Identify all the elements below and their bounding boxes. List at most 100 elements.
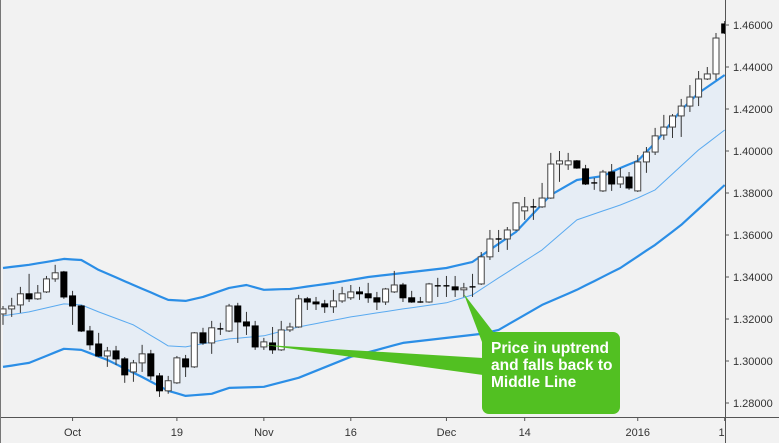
candle bbox=[0, 305, 7, 325]
pointer-to-dec-pullback bbox=[463, 293, 494, 342]
pointer-to-nov-pullback bbox=[263, 344, 483, 375]
time-tick-label: Dec bbox=[437, 427, 457, 439]
price-tick-label: 1.44000 bbox=[733, 62, 773, 74]
candle-body bbox=[382, 288, 390, 303]
candle bbox=[555, 151, 563, 182]
candle-body bbox=[8, 305, 16, 310]
candle-body bbox=[34, 292, 42, 300]
candle bbox=[503, 227, 511, 250]
price-tick-label: 1.32000 bbox=[733, 314, 773, 326]
candle-body bbox=[199, 332, 207, 344]
candle bbox=[417, 296, 424, 303]
candle-body bbox=[486, 238, 494, 258]
candle-body bbox=[190, 332, 198, 368]
candle bbox=[95, 332, 103, 358]
candle-body bbox=[225, 305, 233, 332]
candle bbox=[286, 322, 294, 333]
candle bbox=[260, 337, 268, 350]
candle-body bbox=[295, 298, 303, 328]
price-tick-label: 1.28000 bbox=[733, 398, 773, 410]
candle-body bbox=[251, 325, 259, 348]
candle-body bbox=[321, 303, 329, 308]
candle bbox=[547, 152, 555, 199]
candle-body bbox=[86, 330, 94, 346]
candle bbox=[460, 282, 468, 297]
candle-body bbox=[625, 176, 633, 189]
candle bbox=[477, 252, 485, 285]
candle bbox=[495, 229, 502, 253]
candle-body bbox=[399, 284, 407, 299]
candle-body bbox=[260, 341, 268, 348]
candle-body bbox=[138, 353, 146, 364]
candle bbox=[347, 284, 355, 300]
candle bbox=[86, 325, 94, 350]
time-tick-label: 16 bbox=[345, 427, 357, 439]
candle-body bbox=[425, 283, 433, 303]
candle-body bbox=[686, 96, 694, 107]
time-tick-label: Oct bbox=[64, 427, 81, 439]
candle bbox=[364, 282, 372, 303]
candle bbox=[182, 354, 190, 377]
candle-body bbox=[599, 171, 607, 192]
candle-body bbox=[573, 160, 581, 169]
band-fill bbox=[3, 75, 725, 396]
candle bbox=[434, 277, 441, 297]
candle bbox=[225, 303, 233, 333]
candle-body bbox=[173, 357, 181, 384]
price-tick-label: 1.34000 bbox=[733, 272, 773, 284]
candle bbox=[642, 147, 650, 173]
candle bbox=[69, 290, 77, 325]
candle-body bbox=[338, 293, 346, 302]
candle-body bbox=[286, 326, 294, 331]
candle-body bbox=[312, 301, 320, 305]
candle bbox=[173, 355, 181, 384]
candle-body bbox=[477, 256, 485, 285]
candle-body bbox=[712, 37, 720, 75]
candle bbox=[25, 273, 33, 302]
candle bbox=[521, 196, 529, 220]
candle bbox=[121, 357, 129, 383]
price-axis-panel bbox=[726, 0, 779, 443]
candle-body bbox=[77, 305, 85, 332]
candle-body bbox=[669, 115, 677, 128]
candle-body bbox=[60, 271, 68, 298]
candle bbox=[695, 70, 703, 107]
candle bbox=[242, 311, 250, 335]
candle-body bbox=[112, 350, 120, 360]
time-tick-label: Nov bbox=[254, 427, 274, 439]
candle bbox=[277, 320, 285, 351]
candle bbox=[51, 264, 59, 282]
time-tick-label: 14 bbox=[519, 427, 531, 439]
candle-body bbox=[634, 161, 642, 192]
candle-body bbox=[538, 197, 546, 208]
candle bbox=[616, 168, 624, 188]
candle-body bbox=[16, 293, 24, 306]
candle bbox=[42, 275, 50, 293]
candle bbox=[573, 160, 581, 169]
candle bbox=[486, 229, 494, 260]
candle bbox=[355, 286, 363, 300]
candle bbox=[538, 182, 546, 208]
candle-body bbox=[95, 343, 103, 357]
candle bbox=[669, 114, 677, 138]
candle-body bbox=[208, 327, 216, 344]
candle bbox=[712, 32, 720, 81]
candle bbox=[451, 275, 459, 297]
candle bbox=[190, 332, 198, 368]
candle bbox=[660, 114, 668, 140]
candle bbox=[469, 273, 476, 297]
price-axis-corner bbox=[726, 418, 779, 443]
candle-body bbox=[373, 297, 381, 303]
candle-body bbox=[503, 229, 511, 240]
candle-body bbox=[69, 295, 77, 307]
candle bbox=[390, 270, 398, 293]
candle-body bbox=[277, 329, 285, 351]
candle-body bbox=[129, 362, 137, 373]
candle-body bbox=[51, 272, 59, 280]
candle bbox=[251, 320, 259, 350]
candle-body bbox=[234, 305, 242, 323]
candle-body bbox=[460, 287, 468, 291]
candle bbox=[295, 294, 303, 328]
candle-body bbox=[703, 73, 711, 80]
